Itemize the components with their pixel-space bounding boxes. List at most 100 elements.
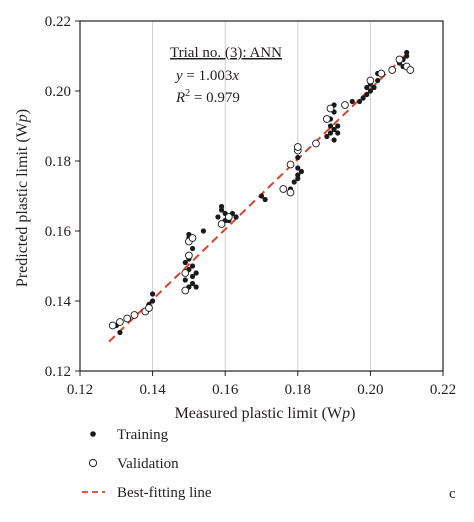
training-point [258, 193, 265, 199]
training-point [360, 95, 366, 101]
training-point [335, 123, 341, 129]
training-point [335, 130, 341, 136]
eq-rest: = 1.003 [183, 68, 233, 84]
annotation-equation: y = 1.003x [174, 68, 239, 84]
validation-point [116, 318, 124, 326]
validation-point [286, 188, 295, 197]
validation-point [326, 104, 335, 113]
validation-point [224, 213, 233, 221]
training-point [182, 277, 188, 283]
validation-point [286, 160, 295, 169]
validation-point [181, 269, 190, 277]
training-point [193, 284, 199, 290]
training-point [189, 273, 196, 280]
points-layer [108, 49, 415, 336]
r2-exp: 2 [185, 88, 190, 99]
panel-label: c [449, 486, 456, 502]
training-point [295, 154, 301, 161]
validation-point [130, 311, 139, 319]
r2-rest: = 0.979 [190, 90, 240, 106]
training-point [356, 98, 363, 105]
y-axis-title-end: ) [14, 109, 31, 114]
training-point [189, 263, 196, 269]
legend-validation-marker [88, 458, 98, 468]
annotation-title: Trial no. (3): ANN [170, 45, 282, 61]
training-point [182, 259, 188, 266]
x-axis-title: Measured plastic limit (Wp) [175, 405, 356, 422]
training-point [298, 168, 305, 175]
training-point [295, 172, 301, 178]
validation-point [341, 101, 349, 109]
training-point [189, 245, 196, 252]
training-point [367, 88, 373, 94]
validation-point [123, 314, 132, 323]
training-point [189, 280, 196, 287]
training-point [324, 133, 330, 140]
validation-point [188, 234, 197, 242]
eq-x: x [231, 68, 239, 84]
validation-point [293, 143, 302, 151]
x-tick-label: 0.12 [67, 382, 93, 398]
training-point [200, 228, 207, 234]
training-point [295, 165, 301, 171]
training-point [349, 98, 355, 105]
legend: Training Validation Best-fitting line [82, 427, 212, 501]
training-point [327, 130, 334, 136]
training-point [364, 91, 370, 98]
training-point [327, 123, 334, 129]
y-axis-title-var: p [14, 114, 31, 123]
training-point [193, 270, 199, 276]
legend-training-label: Training [117, 427, 169, 443]
x-tick-label: 0.16 [212, 382, 239, 398]
x-axis-title-main: Measured plastic limit (W [175, 405, 343, 422]
x-axis-title-var: p [341, 405, 350, 422]
legend-validation-label: Validation [117, 456, 179, 472]
y-tick-label: 0.20 [45, 84, 71, 100]
validation-point [145, 304, 153, 312]
r2-r: R [175, 90, 185, 106]
training-point [215, 214, 221, 220]
plot-frame [79, 20, 444, 372]
x-tick-label: 0.14 [139, 382, 166, 398]
training-point [331, 137, 337, 143]
validation-point [395, 55, 404, 64]
training-point [218, 203, 225, 210]
x-axis-title-end: ) [350, 405, 355, 422]
legend-training-marker [90, 431, 96, 437]
training-point [404, 49, 410, 56]
validation-point [217, 220, 226, 228]
training-point [150, 291, 156, 297]
y-tick-label: 0.16 [45, 224, 72, 240]
y-axis-title: Predicted plastic limit (Wp) [14, 109, 31, 287]
validation-point [322, 115, 331, 123]
x-tick-label: 0.22 [430, 382, 456, 398]
training-point [117, 329, 123, 336]
training-point [375, 77, 381, 84]
y-tick-label: 0.12 [45, 364, 71, 380]
ticks-layer: 0.12 0.14 0.16 0.18 0.20 0.22 0.12 0.14 0.16 0.18… [45, 14, 456, 398]
training-point [262, 196, 268, 203]
x-tick-label: 0.18 [285, 382, 311, 398]
training-point [233, 214, 239, 220]
y-axis-title-main: Predicted plastic limit (W [14, 121, 31, 287]
validation-point [377, 69, 386, 78]
validation-point [388, 66, 397, 74]
validation-point [406, 66, 415, 74]
validation-point [185, 251, 193, 260]
validation-point [279, 185, 288, 193]
legend-line-label: Best-fitting line [117, 485, 212, 501]
validation-point [366, 76, 375, 85]
validation-point [181, 286, 190, 295]
y-tick-label: 0.22 [45, 14, 71, 30]
annotation-r2: R2 = 0.979 [175, 88, 240, 106]
training-point [371, 84, 377, 91]
training-point [364, 84, 370, 91]
x-tick-label: 0.20 [357, 382, 383, 398]
training-point [331, 126, 337, 133]
validation-point [312, 139, 320, 148]
eq-y: y [174, 68, 183, 84]
y-tick-label: 0.18 [45, 154, 71, 170]
validation-point [108, 321, 117, 330]
